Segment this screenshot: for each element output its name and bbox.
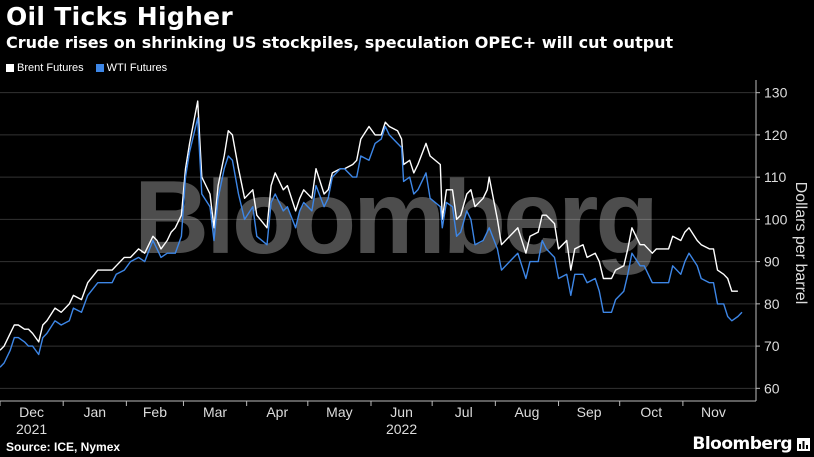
chart-subtitle: Crude rises on shrinking US stockpiles, … bbox=[6, 33, 674, 52]
x-tick-label: Jan bbox=[83, 404, 106, 420]
x-tick-label: Jul bbox=[455, 404, 473, 420]
x-year-label: 2021 bbox=[16, 421, 47, 437]
y-tick-label: 60 bbox=[764, 380, 780, 396]
brand-logo: Bloomberg bbox=[692, 434, 792, 454]
x-tick-label: Dec bbox=[19, 404, 44, 420]
bar-chart-icon bbox=[797, 438, 810, 451]
y-tick-label: 80 bbox=[764, 296, 780, 312]
chart-title: Oil Ticks Higher bbox=[6, 2, 234, 31]
legend-label-brent: Brent Futures bbox=[17, 62, 84, 74]
legend-item-brent: Brent Futures bbox=[6, 62, 84, 74]
y-tick-label: 130 bbox=[764, 85, 788, 101]
series-line-brent-futures bbox=[0, 100, 738, 351]
x-tick-label: Oct bbox=[640, 404, 662, 420]
y-tick-label: 90 bbox=[764, 254, 780, 270]
x-tick-label: Jun bbox=[390, 404, 413, 420]
legend: Brent Futures WTI Futures bbox=[6, 62, 167, 74]
x-tick-label: Sep bbox=[577, 404, 602, 420]
y-tick-label: 70 bbox=[764, 338, 780, 354]
legend-item-wti: WTI Futures bbox=[95, 62, 168, 74]
x-tick-label: May bbox=[326, 404, 352, 420]
x-tick-label: Apr bbox=[266, 404, 288, 420]
y-tick-label: 110 bbox=[764, 169, 787, 185]
x-tick-label: Feb bbox=[143, 404, 167, 420]
x-axis-ticks: Dec Jan Feb Mar Apr May Jun Jul Aug Sep Oct Nov 2021… bbox=[0, 401, 726, 437]
series-layer bbox=[0, 100, 743, 368]
y-axis-ticks: 60 70 80 90 100 110 120 130 bbox=[756, 85, 788, 396]
y-tick-label: 120 bbox=[764, 127, 788, 143]
x-tick-label: Nov bbox=[701, 404, 726, 420]
x-year-label: 2022 bbox=[386, 421, 417, 437]
y-tick-label: 100 bbox=[764, 211, 788, 227]
legend-swatch-brent bbox=[6, 64, 14, 72]
y-axis-label: Dollars per barrel bbox=[792, 182, 809, 305]
x-tick-label: Aug bbox=[514, 404, 539, 420]
legend-label-wti: WTI Futures bbox=[106, 62, 168, 74]
legend-swatch-wti bbox=[95, 64, 104, 72]
source-note: Source: ICE, Nymex bbox=[6, 440, 121, 454]
x-tick-label: Mar bbox=[203, 404, 227, 420]
series-line-wti-futures bbox=[0, 117, 743, 368]
